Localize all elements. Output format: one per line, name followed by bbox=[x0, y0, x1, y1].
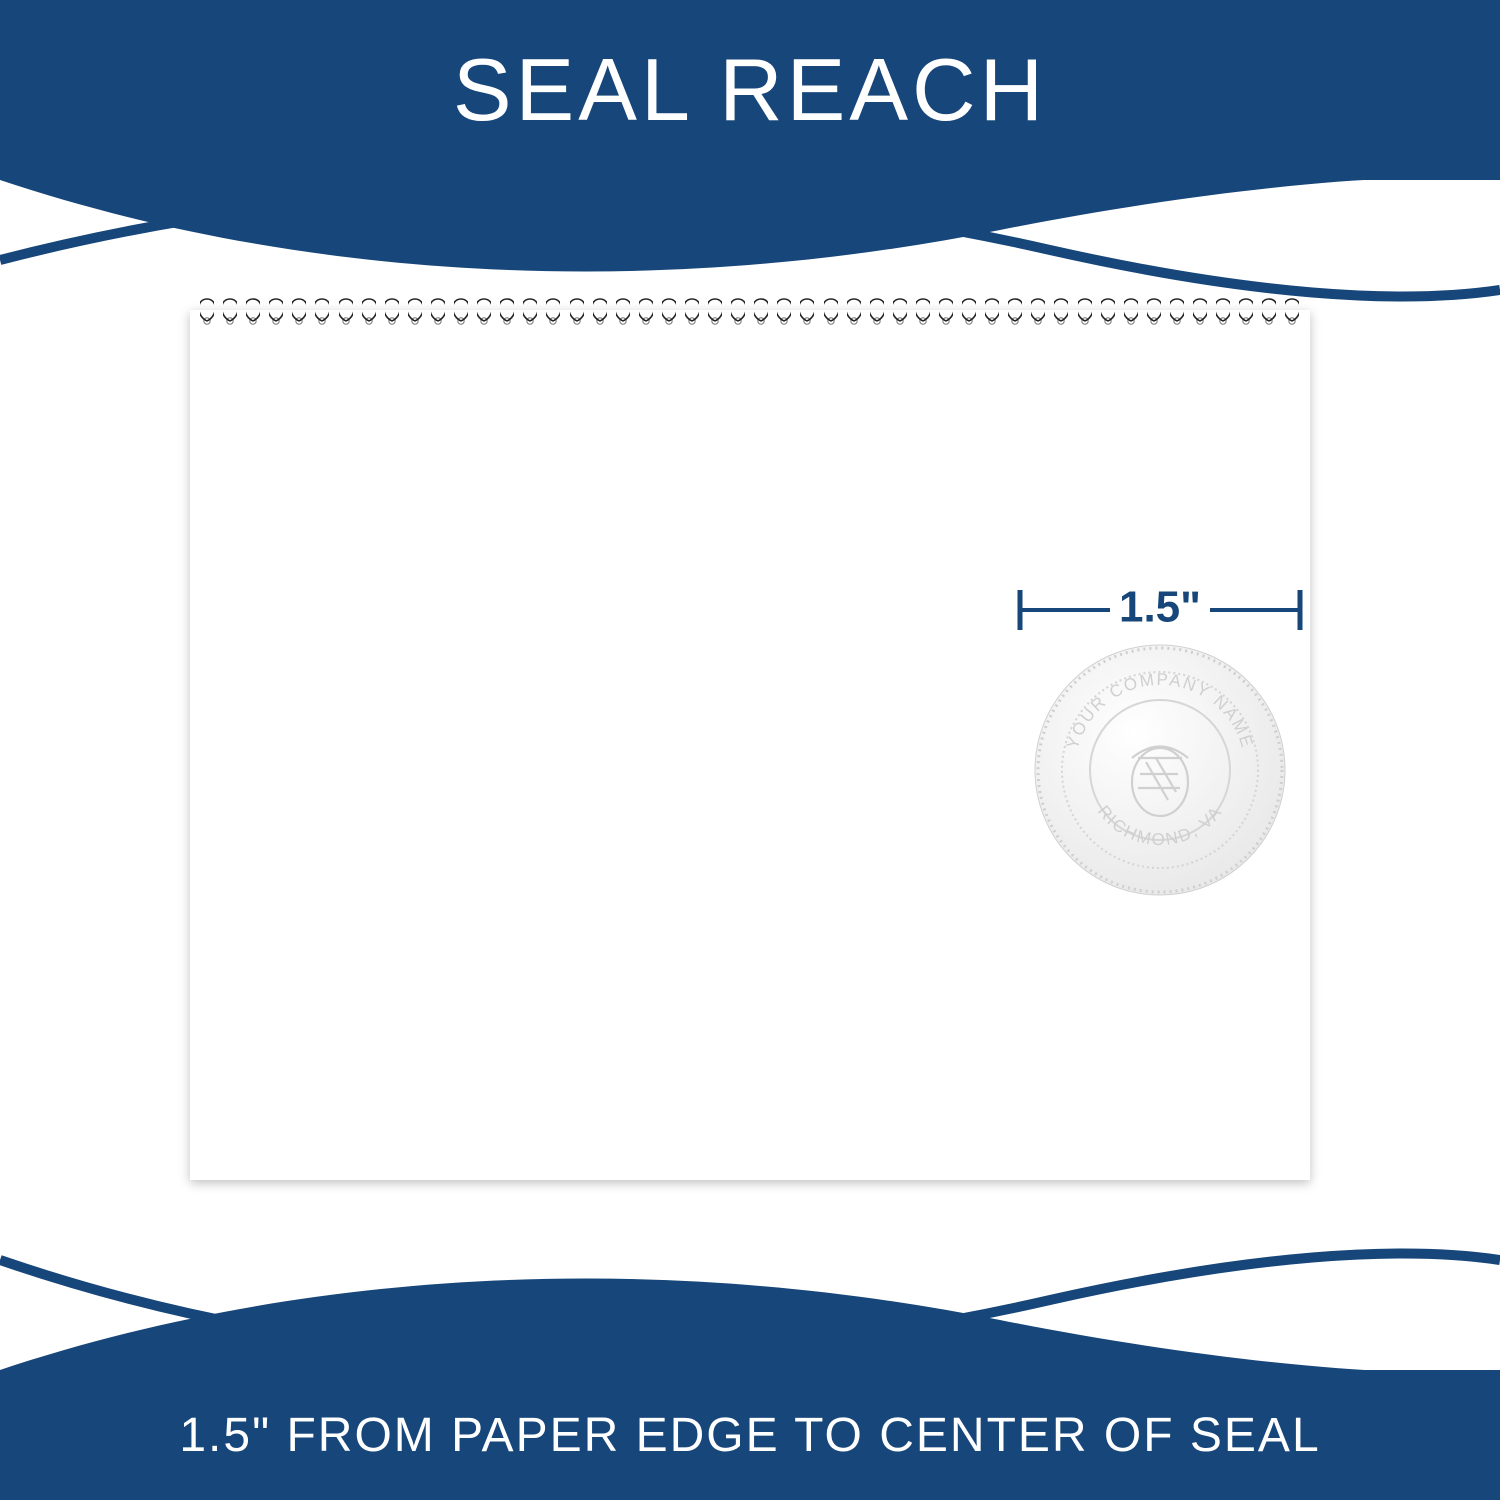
spiral-ring bbox=[800, 296, 814, 326]
spiral-ring bbox=[1054, 296, 1068, 326]
spiral-ring bbox=[315, 296, 329, 326]
spiral-ring bbox=[546, 296, 560, 326]
spiral-ring bbox=[1124, 296, 1138, 326]
spiral-ring bbox=[431, 296, 445, 326]
spiral-ring bbox=[916, 296, 930, 326]
spiral-ring bbox=[824, 296, 838, 326]
spiral-ring bbox=[1262, 296, 1276, 326]
spiral-ring bbox=[477, 296, 491, 326]
spiral-ring bbox=[639, 296, 653, 326]
spiral-ring bbox=[985, 296, 999, 326]
embossed-seal: YOUR COMPANY NAME RICHMOND, VA bbox=[1030, 640, 1290, 900]
spiral-ring bbox=[246, 296, 260, 326]
spiral-ring bbox=[362, 296, 376, 326]
spiral-ring bbox=[500, 296, 514, 326]
spiral-ring bbox=[523, 296, 537, 326]
spiral-ring bbox=[408, 296, 422, 326]
spiral-ring bbox=[1239, 296, 1253, 326]
reach-measure: 1.5" bbox=[1010, 580, 1310, 640]
spiral-ring bbox=[616, 296, 630, 326]
spiral-ring bbox=[454, 296, 468, 326]
spiral-ring bbox=[200, 296, 214, 326]
spiral-ring bbox=[754, 296, 768, 326]
spiral-ring bbox=[731, 296, 745, 326]
spiral-ring bbox=[1031, 296, 1045, 326]
spiral-ring bbox=[223, 296, 237, 326]
header-band: SEAL REACH bbox=[0, 0, 1500, 180]
spiral-ring bbox=[1008, 296, 1022, 326]
spiral-ring bbox=[1216, 296, 1230, 326]
spiral-ring bbox=[292, 296, 306, 326]
spiral-ring bbox=[1170, 296, 1184, 326]
spiral-ring bbox=[1285, 296, 1299, 326]
spiral-ring bbox=[847, 296, 861, 326]
spiral-ring bbox=[570, 296, 584, 326]
spiral-ring bbox=[708, 296, 722, 326]
spiral-ring bbox=[939, 296, 953, 326]
spiral-ring bbox=[662, 296, 676, 326]
spiral-ring bbox=[385, 296, 399, 326]
spiral-binding bbox=[200, 296, 1300, 326]
measure-value: 1.5" bbox=[1119, 583, 1201, 633]
spiral-ring bbox=[777, 296, 791, 326]
spiral-ring bbox=[685, 296, 699, 326]
spiral-ring bbox=[1078, 296, 1092, 326]
spiral-ring bbox=[1193, 296, 1207, 326]
spiral-ring bbox=[870, 296, 884, 326]
spiral-ring bbox=[339, 296, 353, 326]
footer-text: 1.5" FROM PAPER EDGE TO CENTER OF SEAL bbox=[179, 1408, 1320, 1463]
spiral-ring bbox=[1147, 296, 1161, 326]
footer-band: 1.5" FROM PAPER EDGE TO CENTER OF SEAL bbox=[0, 1370, 1500, 1500]
spiral-ring bbox=[593, 296, 607, 326]
spiral-ring bbox=[1101, 296, 1115, 326]
spiral-ring bbox=[893, 296, 907, 326]
page-title: SEAL REACH bbox=[453, 39, 1047, 141]
spiral-ring bbox=[269, 296, 283, 326]
notepad: 1.5" bbox=[190, 310, 1310, 1180]
spiral-ring bbox=[962, 296, 976, 326]
